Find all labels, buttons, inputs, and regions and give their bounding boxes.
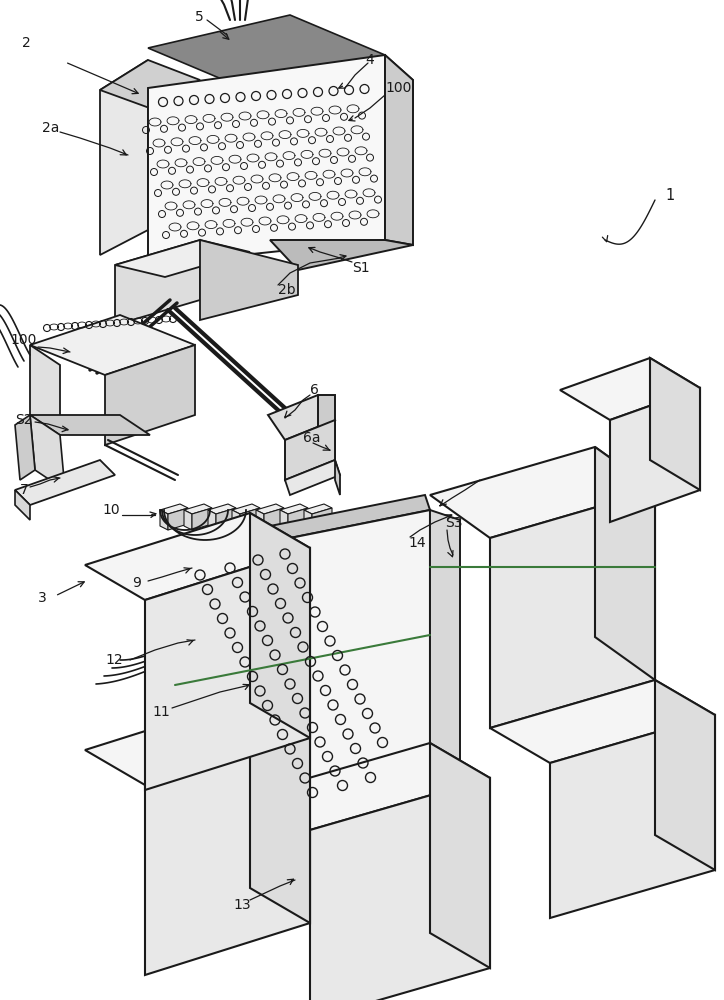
Text: S3: S3 bbox=[445, 516, 463, 530]
Polygon shape bbox=[288, 508, 308, 530]
Polygon shape bbox=[318, 395, 335, 480]
Text: S2: S2 bbox=[15, 413, 33, 427]
Polygon shape bbox=[285, 460, 340, 495]
Polygon shape bbox=[430, 743, 490, 968]
Polygon shape bbox=[180, 760, 460, 820]
Polygon shape bbox=[216, 508, 236, 530]
Polygon shape bbox=[175, 545, 180, 810]
Text: 7: 7 bbox=[20, 483, 29, 497]
Text: 10: 10 bbox=[102, 503, 119, 517]
Polygon shape bbox=[145, 733, 310, 975]
Polygon shape bbox=[184, 504, 212, 514]
Text: 3: 3 bbox=[38, 591, 47, 605]
Polygon shape bbox=[250, 513, 310, 738]
Polygon shape bbox=[655, 680, 715, 870]
Polygon shape bbox=[30, 415, 65, 490]
Text: 100: 100 bbox=[385, 81, 411, 95]
Text: 1: 1 bbox=[665, 188, 674, 202]
Polygon shape bbox=[15, 490, 30, 520]
Polygon shape bbox=[208, 510, 216, 530]
Polygon shape bbox=[335, 460, 340, 495]
Text: 4: 4 bbox=[365, 53, 374, 67]
Polygon shape bbox=[280, 504, 308, 514]
Polygon shape bbox=[304, 510, 312, 530]
Polygon shape bbox=[115, 240, 250, 277]
Polygon shape bbox=[280, 510, 288, 530]
Polygon shape bbox=[232, 510, 240, 530]
Polygon shape bbox=[385, 55, 413, 110]
Polygon shape bbox=[650, 358, 700, 490]
Polygon shape bbox=[595, 447, 655, 680]
Polygon shape bbox=[160, 504, 188, 514]
Polygon shape bbox=[250, 698, 310, 923]
Polygon shape bbox=[115, 240, 200, 325]
Text: 14: 14 bbox=[408, 536, 426, 550]
Polygon shape bbox=[270, 240, 413, 270]
Polygon shape bbox=[385, 55, 413, 245]
Polygon shape bbox=[175, 495, 430, 560]
Polygon shape bbox=[560, 358, 700, 420]
Text: 6a: 6a bbox=[303, 431, 321, 445]
Polygon shape bbox=[192, 508, 212, 530]
Text: 11: 11 bbox=[152, 705, 169, 719]
Text: 12: 12 bbox=[105, 653, 122, 667]
Polygon shape bbox=[168, 508, 188, 530]
Polygon shape bbox=[304, 504, 332, 514]
Text: 100: 100 bbox=[10, 333, 36, 347]
Polygon shape bbox=[243, 85, 413, 113]
Polygon shape bbox=[256, 510, 264, 530]
Polygon shape bbox=[145, 548, 310, 790]
Polygon shape bbox=[550, 715, 715, 918]
Polygon shape bbox=[100, 60, 148, 255]
Polygon shape bbox=[232, 504, 260, 514]
Polygon shape bbox=[30, 415, 150, 435]
Polygon shape bbox=[208, 504, 236, 514]
Polygon shape bbox=[105, 345, 195, 445]
Polygon shape bbox=[85, 513, 310, 600]
Text: 5: 5 bbox=[195, 10, 203, 24]
Polygon shape bbox=[30, 345, 60, 435]
Polygon shape bbox=[430, 510, 460, 770]
Text: 2: 2 bbox=[22, 36, 30, 50]
Polygon shape bbox=[85, 698, 310, 785]
Polygon shape bbox=[250, 743, 490, 830]
Polygon shape bbox=[200, 240, 298, 320]
Polygon shape bbox=[180, 510, 430, 810]
Polygon shape bbox=[310, 778, 490, 1000]
Polygon shape bbox=[15, 460, 115, 505]
Polygon shape bbox=[264, 508, 284, 530]
Polygon shape bbox=[15, 415, 35, 480]
Polygon shape bbox=[240, 508, 260, 530]
Text: 13: 13 bbox=[233, 898, 251, 912]
Polygon shape bbox=[430, 447, 655, 538]
Text: 6: 6 bbox=[310, 383, 319, 397]
Polygon shape bbox=[285, 420, 335, 480]
Text: 2b: 2b bbox=[278, 283, 295, 297]
Polygon shape bbox=[490, 490, 655, 728]
Polygon shape bbox=[148, 55, 385, 265]
Polygon shape bbox=[184, 510, 192, 530]
Polygon shape bbox=[610, 388, 700, 522]
Polygon shape bbox=[268, 395, 335, 440]
Polygon shape bbox=[312, 508, 332, 530]
Polygon shape bbox=[490, 680, 715, 763]
Polygon shape bbox=[30, 315, 195, 375]
Polygon shape bbox=[148, 15, 385, 88]
Polygon shape bbox=[256, 504, 284, 514]
Polygon shape bbox=[160, 510, 168, 530]
Text: 9: 9 bbox=[132, 576, 141, 590]
Text: S1: S1 bbox=[352, 261, 370, 275]
Polygon shape bbox=[100, 60, 200, 110]
Text: 2a: 2a bbox=[42, 121, 59, 135]
